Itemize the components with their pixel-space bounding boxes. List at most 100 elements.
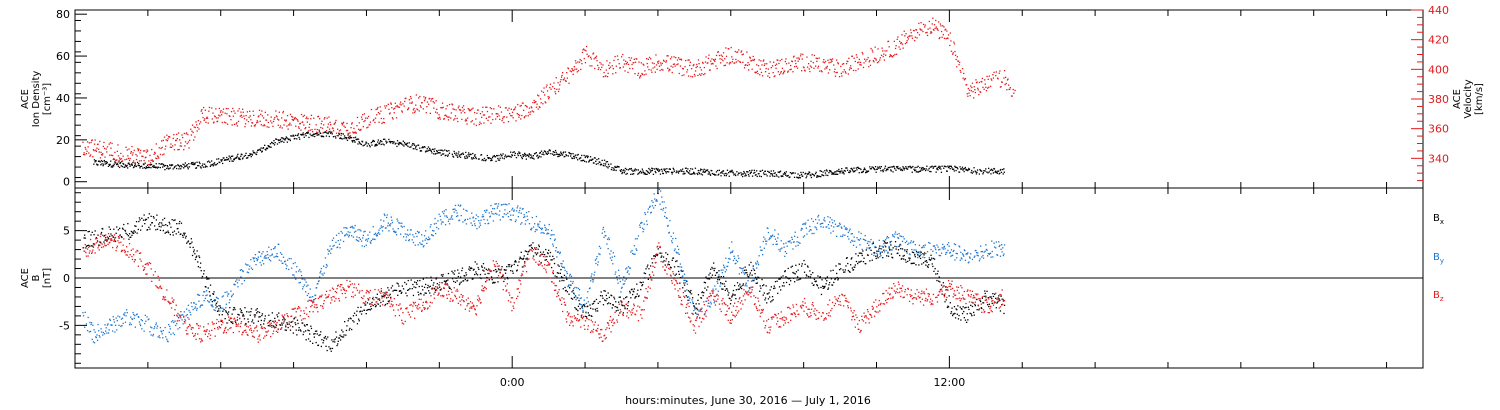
data-point	[914, 256, 916, 258]
data-point	[259, 261, 261, 264]
data-point	[871, 49, 873, 51]
data-point	[949, 302, 951, 304]
data-point	[471, 212, 473, 214]
data-point	[457, 215, 459, 217]
data-point	[127, 157, 130, 160]
data-point	[267, 121, 269, 124]
data-point	[475, 214, 478, 216]
data-point	[382, 121, 384, 123]
data-point	[164, 164, 167, 167]
data-point	[353, 231, 356, 233]
data-point	[365, 244, 367, 246]
data-point	[892, 247, 894, 249]
data-point	[86, 329, 89, 332]
data-point	[661, 255, 663, 257]
data-point	[975, 171, 977, 173]
data-point	[499, 118, 501, 120]
data-point	[932, 17, 934, 19]
data-point	[768, 292, 770, 294]
data-point	[620, 300, 622, 302]
data-point	[327, 132, 329, 135]
data-point	[159, 337, 161, 339]
data-point	[316, 131, 318, 133]
data-point	[462, 152, 464, 154]
data-point	[930, 254, 932, 256]
data-point	[412, 142, 414, 145]
data-point	[945, 299, 947, 301]
data-point	[483, 270, 485, 272]
data-point	[851, 167, 853, 170]
data-point	[580, 315, 582, 317]
data-point	[787, 277, 789, 279]
data-point	[641, 73, 644, 76]
data-point	[520, 257, 522, 259]
data-point	[461, 118, 463, 120]
data-point	[673, 63, 676, 65]
data-point	[877, 166, 879, 168]
data-point	[633, 291, 635, 293]
data-point	[899, 254, 901, 257]
data-point	[514, 261, 516, 263]
data-point	[338, 130, 341, 132]
data-point	[943, 167, 945, 169]
data-point	[149, 162, 152, 164]
data-point	[469, 269, 471, 271]
data-point	[714, 58, 717, 60]
data-point	[144, 150, 146, 152]
data-point	[193, 139, 195, 141]
data-point	[985, 295, 987, 297]
data-point	[725, 172, 727, 175]
data-point	[233, 307, 236, 309]
data-point	[346, 129, 349, 132]
data-point	[366, 240, 369, 242]
data-point	[785, 58, 787, 60]
data-point	[769, 61, 771, 63]
data-point	[555, 151, 557, 154]
data-point	[659, 169, 661, 171]
data-point	[437, 220, 439, 222]
data-point	[831, 173, 833, 175]
y2-axis-title: ACEVelocity[km/s]	[1452, 79, 1485, 118]
data-point	[925, 264, 927, 266]
data-point	[342, 121, 345, 123]
data-point	[358, 237, 360, 239]
data-point	[808, 68, 810, 70]
data-point	[389, 225, 391, 227]
data-point	[400, 104, 402, 106]
data-point	[581, 306, 583, 308]
data-point	[241, 158, 244, 160]
data-point	[89, 154, 92, 156]
data-point	[760, 71, 763, 74]
data-point	[720, 54, 722, 56]
data-point	[134, 225, 136, 227]
data-point	[830, 278, 833, 280]
data-point	[557, 82, 559, 84]
data-point	[331, 347, 334, 350]
data-point	[325, 263, 328, 266]
data-point	[970, 304, 972, 306]
data-point	[367, 299, 370, 301]
data-point	[858, 172, 860, 174]
data-point	[509, 155, 511, 158]
data-point	[214, 300, 216, 302]
data-point	[225, 303, 227, 305]
data-point	[203, 270, 205, 272]
data-point	[845, 265, 847, 267]
data-point	[563, 77, 566, 79]
data-point	[968, 168, 971, 171]
data-point	[142, 155, 144, 158]
data-point	[403, 145, 405, 147]
data-point	[651, 258, 653, 260]
data-point	[176, 138, 178, 140]
data-point	[200, 110, 202, 112]
data-point	[999, 172, 1001, 174]
data-point	[933, 270, 935, 272]
data-point	[437, 228, 440, 230]
data-point	[237, 313, 239, 316]
data-point	[458, 272, 460, 274]
data-point	[671, 56, 673, 58]
data-point	[419, 147, 421, 149]
data-point	[133, 149, 135, 151]
data-point	[483, 122, 485, 124]
